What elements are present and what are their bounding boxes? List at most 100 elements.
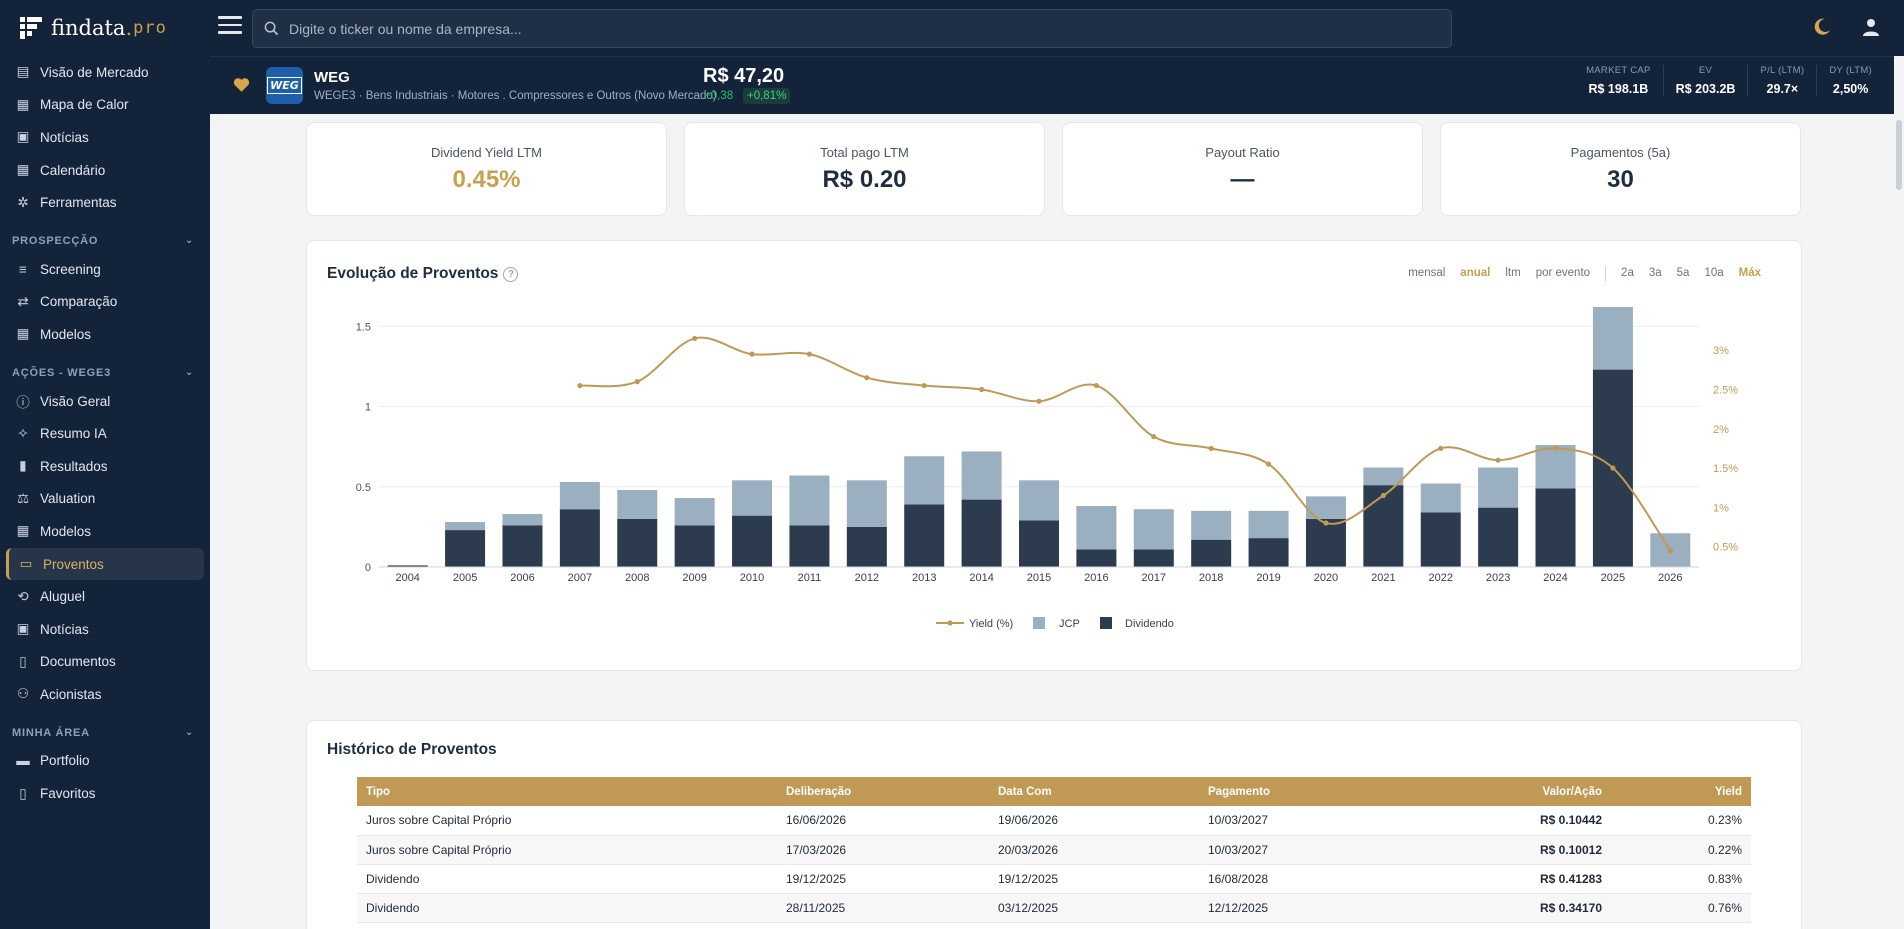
menu-icon[interactable] <box>218 16 242 36</box>
table-row[interactable]: Juros sobre Capital Próprio 17/03/2026 20/… <box>357 835 1751 865</box>
yield-point <box>864 375 870 381</box>
bar-jcp <box>1305 496 1346 519</box>
yield-point <box>1380 492 1386 499</box>
bar-dividendo <box>617 518 658 567</box>
search-input[interactable] <box>289 20 1389 37</box>
chevron-down-icon[interactable]: ⌄ <box>184 235 194 247</box>
metric-dy: DY (LTM) 2,50% <box>1816 65 1884 96</box>
yield-point <box>749 351 755 357</box>
period-option[interactable]: Máx <box>1738 267 1761 279</box>
sidebar-item-resumo-ia[interactable]: ✧ Resumo IA <box>0 417 210 450</box>
x-tick-label: 2006 <box>510 572 534 584</box>
sidebar-item-noticias[interactable]: ▣ Notícias <box>0 121 210 154</box>
sidebar-item-aluguel[interactable]: ⟲ Aluguel <box>0 580 210 613</box>
x-tick-label: 2013 <box>912 572 936 584</box>
col-valor-acao[interactable]: Valor/Ação <box>1419 777 1611 806</box>
col-pagamento[interactable]: Pagamento <box>1199 777 1419 806</box>
chart-period-controls: mensal anual ltm por evento 2a 3a 5a 10a Máx <box>1393 267 1761 281</box>
bar-dividendo <box>904 504 945 567</box>
period-option[interactable]: anual <box>1460 267 1491 279</box>
sidebar-item-documentos[interactable]: ▯ Documentos <box>0 646 210 679</box>
y-tick-label: 1.5 <box>356 321 371 333</box>
heart-icon[interactable] <box>233 77 250 93</box>
table-cell: Dividendo <box>357 893 777 923</box>
sidebar-item-comparacao[interactable]: ⇄ Comparação <box>0 286 210 319</box>
sidebar-item-resultados[interactable]: ▮ Resultados <box>0 450 210 483</box>
bar-jcp <box>674 497 715 526</box>
yield-point <box>1495 457 1501 463</box>
period-option[interactable]: por evento <box>1535 267 1591 279</box>
filter-icon: ≡ <box>19 261 27 277</box>
sidebar-section-header[interactable]: MINHA ÁREA ⌄ <box>0 711 210 745</box>
legend-jcp-swatch <box>1033 617 1045 629</box>
dividends-chart: 0 0.5 1 1.5 0.5% 1% 1.5% 2% 2.5% 3% 2004 2005 2006 20… <box>356 307 1738 630</box>
sidebar-item-proventos[interactable]: ▭ Proventos <box>6 547 204 581</box>
table-cell: 19/06/2026 <box>989 806 1199 836</box>
bar-dividendo <box>961 499 1002 567</box>
sidebar-section-header[interactable]: AÇÕES - WEGE3 ⌄ <box>0 351 210 385</box>
col-deliberacao[interactable]: Deliberação <box>777 777 989 806</box>
period-option[interactable]: ltm <box>1505 267 1521 279</box>
sidebar-item-favoritos[interactable]: ▯ Favoritos <box>0 777 210 810</box>
price-change: +0,38 <box>704 90 734 102</box>
y2-tick-label: 3% <box>1713 345 1729 357</box>
sidebar-item-label: Notícias <box>40 129 89 145</box>
col-data-com[interactable]: Data Com <box>989 777 1199 806</box>
sidebar-item-label: Modelos <box>40 326 92 342</box>
help-icon[interactable]: ? <box>503 267 519 282</box>
sidebar-item-label: Acionistas <box>40 686 102 702</box>
chevron-down-icon[interactable]: ⌄ <box>184 727 194 739</box>
sidebar-item-visao-de-mercado[interactable]: ▤ Visão de Mercado <box>0 56 210 89</box>
sidebar-section-header[interactable]: PROSPECÇÃO ⌄ <box>0 219 210 253</box>
sidebar-item-calendario[interactable]: ▦ Calendário <box>0 154 210 187</box>
moon-icon[interactable] <box>1812 17 1832 37</box>
sidebar-item-acionistas[interactable]: ⚇ Acionistas <box>0 678 210 711</box>
period-option[interactable]: mensal <box>1408 267 1446 279</box>
x-tick-label: 2021 <box>1371 572 1395 584</box>
sidebar-item-mapa-de-calor[interactable]: ▦ Mapa de Calor <box>0 89 210 122</box>
user-icon[interactable] <box>1861 17 1881 37</box>
bar-jcp <box>559 481 600 510</box>
sidebar-item-valuation[interactable]: ⚖ Valuation <box>0 483 210 516</box>
search-box[interactable] <box>252 9 1452 48</box>
app-logo[interactable]: findata. pro <box>0 0 210 56</box>
period-option[interactable]: 10a <box>1704 267 1724 279</box>
legend-label-yield: Yield (%) <box>969 618 1013 630</box>
sidebar-item-label: Visão Geral <box>40 393 111 409</box>
period-option[interactable]: 2a <box>1621 267 1634 279</box>
period-option[interactable]: 3a <box>1648 267 1662 279</box>
col-yield[interactable]: Yield <box>1611 777 1751 806</box>
sidebar-item-ferramentas[interactable]: ✲ Ferramentas <box>0 186 210 219</box>
company-description: WEGE3 · Bens Industriais · Motores . Com… <box>314 90 717 102</box>
wallet-icon: ▬ <box>16 753 30 769</box>
table-row[interactable]: Dividendo 28/11/2025 03/12/2025 12/12/2025 R… <box>357 893 1751 923</box>
users-icon: ⚇ <box>16 686 30 702</box>
chevron-down-icon[interactable]: ⌄ <box>184 367 194 379</box>
sidebar-item-noticias[interactable]: ▣ Notícias <box>0 613 210 646</box>
scrollbar-thumb[interactable] <box>1896 120 1902 190</box>
y-tick-label: 0.5 <box>356 482 371 494</box>
period-option[interactable]: 5a <box>1676 267 1690 279</box>
bar-dividendo <box>1305 518 1346 567</box>
sidebar-item-modelos[interactable]: ▦ Modelos <box>0 515 210 548</box>
sidebar-section-title: PROSPECÇÃO <box>12 234 99 247</box>
scale-icon: ⚖ <box>16 490 30 506</box>
sidebar-item-visao-geral[interactable]: ⓘ Visão Geral <box>0 385 210 418</box>
scrollbar[interactable] <box>1894 114 1904 929</box>
stat-card-total-pago: Total pago LTM R$ 0.20 <box>684 122 1045 216</box>
chart-title: Evolução de Proventos? <box>327 265 519 283</box>
table-row[interactable]: Juros sobre Capital Próprio 16/06/2026 19/… <box>357 806 1751 836</box>
sidebar-item-label: Proventos <box>43 556 104 572</box>
sidebar-item-label: Aluguel <box>40 589 86 605</box>
x-tick-label: 2022 <box>1428 572 1452 584</box>
bar-dividendo <box>789 525 830 567</box>
sidebar-item-label: Favoritos <box>40 786 96 802</box>
col-tipo[interactable]: Tipo <box>357 777 777 806</box>
sidebar-item-screening[interactable]: ≡ Screening <box>0 253 210 286</box>
sidebar-item-modelos[interactable]: ▦ Modelos <box>0 318 210 351</box>
sidebar-item-portfolio[interactable]: ▬ Portfolio <box>0 745 210 778</box>
table-row[interactable]: Dividendo 19/12/2025 19/12/2025 16/08/2028 R… <box>357 864 1751 894</box>
stat-value: 0.45% <box>452 166 521 193</box>
x-tick-label: 2008 <box>625 572 649 584</box>
x-tick-label: 2004 <box>395 572 419 584</box>
